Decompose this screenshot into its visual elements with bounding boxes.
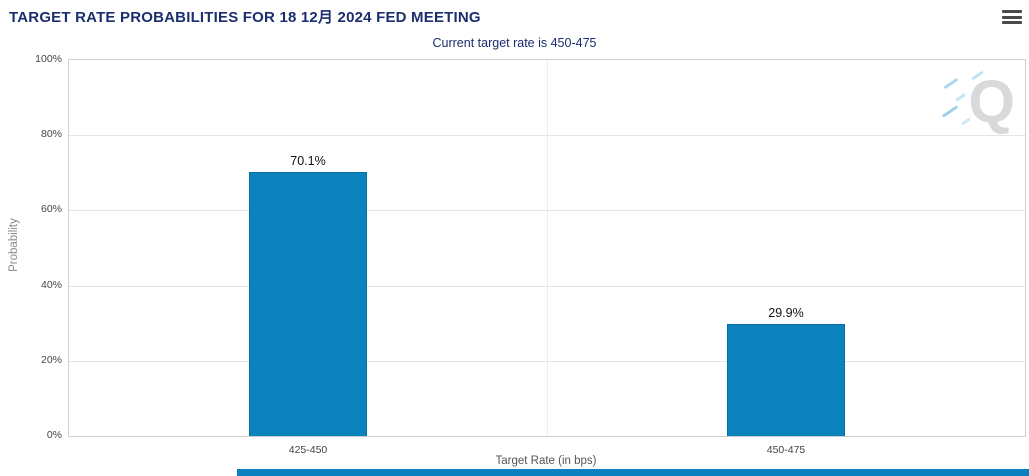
x-tick-label: 425-450 [288, 444, 328, 456]
horizontal-gridline [69, 135, 1025, 137]
vertical-gridline [547, 60, 548, 436]
y-axis: 0% 20% 40% 60% 80% 100% [0, 53, 62, 441]
y-tick-label: 40% [40, 278, 62, 291]
plot-area: Q 70.1% 425-450 29.9% 450-475 [68, 59, 1026, 456]
y-tick-label: 80% [40, 128, 62, 141]
bar-value-label: 29.9% [768, 305, 804, 320]
x-tick-label: 450-475 [766, 444, 806, 456]
probability-bar-450-475[interactable]: 29.9% [727, 306, 845, 436]
watermark-dash [943, 77, 959, 90]
watermark-dash [941, 105, 959, 118]
chart-subtitle: Current target rate is 450-475 [432, 36, 597, 50]
watermark-dash [955, 93, 966, 102]
probability-bar-425-450[interactable]: 70.1% [249, 154, 367, 436]
menu-bar-line [1002, 21, 1022, 24]
bar-value-label: 70.1% [290, 154, 326, 169]
y-tick-label: 0% [46, 429, 62, 441]
y-tick-label: 20% [40, 353, 62, 366]
horizontal-gridline [69, 210, 1025, 212]
y-tick-label: 100% [35, 53, 62, 65]
watermark-q-letter: Q [968, 68, 1015, 135]
quikstrike-watermark-logo: Q [941, 68, 1015, 142]
x-axis-title: Target Rate (in bps) [495, 455, 597, 467]
menu-bar-line [1002, 10, 1022, 13]
footer-accent-bar [237, 469, 1029, 476]
horizontal-gridline [69, 285, 1025, 287]
hamburger-menu-icon[interactable] [1002, 10, 1022, 24]
menu-bar-line [1002, 15, 1022, 19]
page-title: TARGET RATE PROBABILITIES FOR 18 12月 202… [9, 9, 481, 26]
horizontal-gridline [69, 360, 1025, 362]
y-tick-label: 60% [40, 203, 62, 216]
